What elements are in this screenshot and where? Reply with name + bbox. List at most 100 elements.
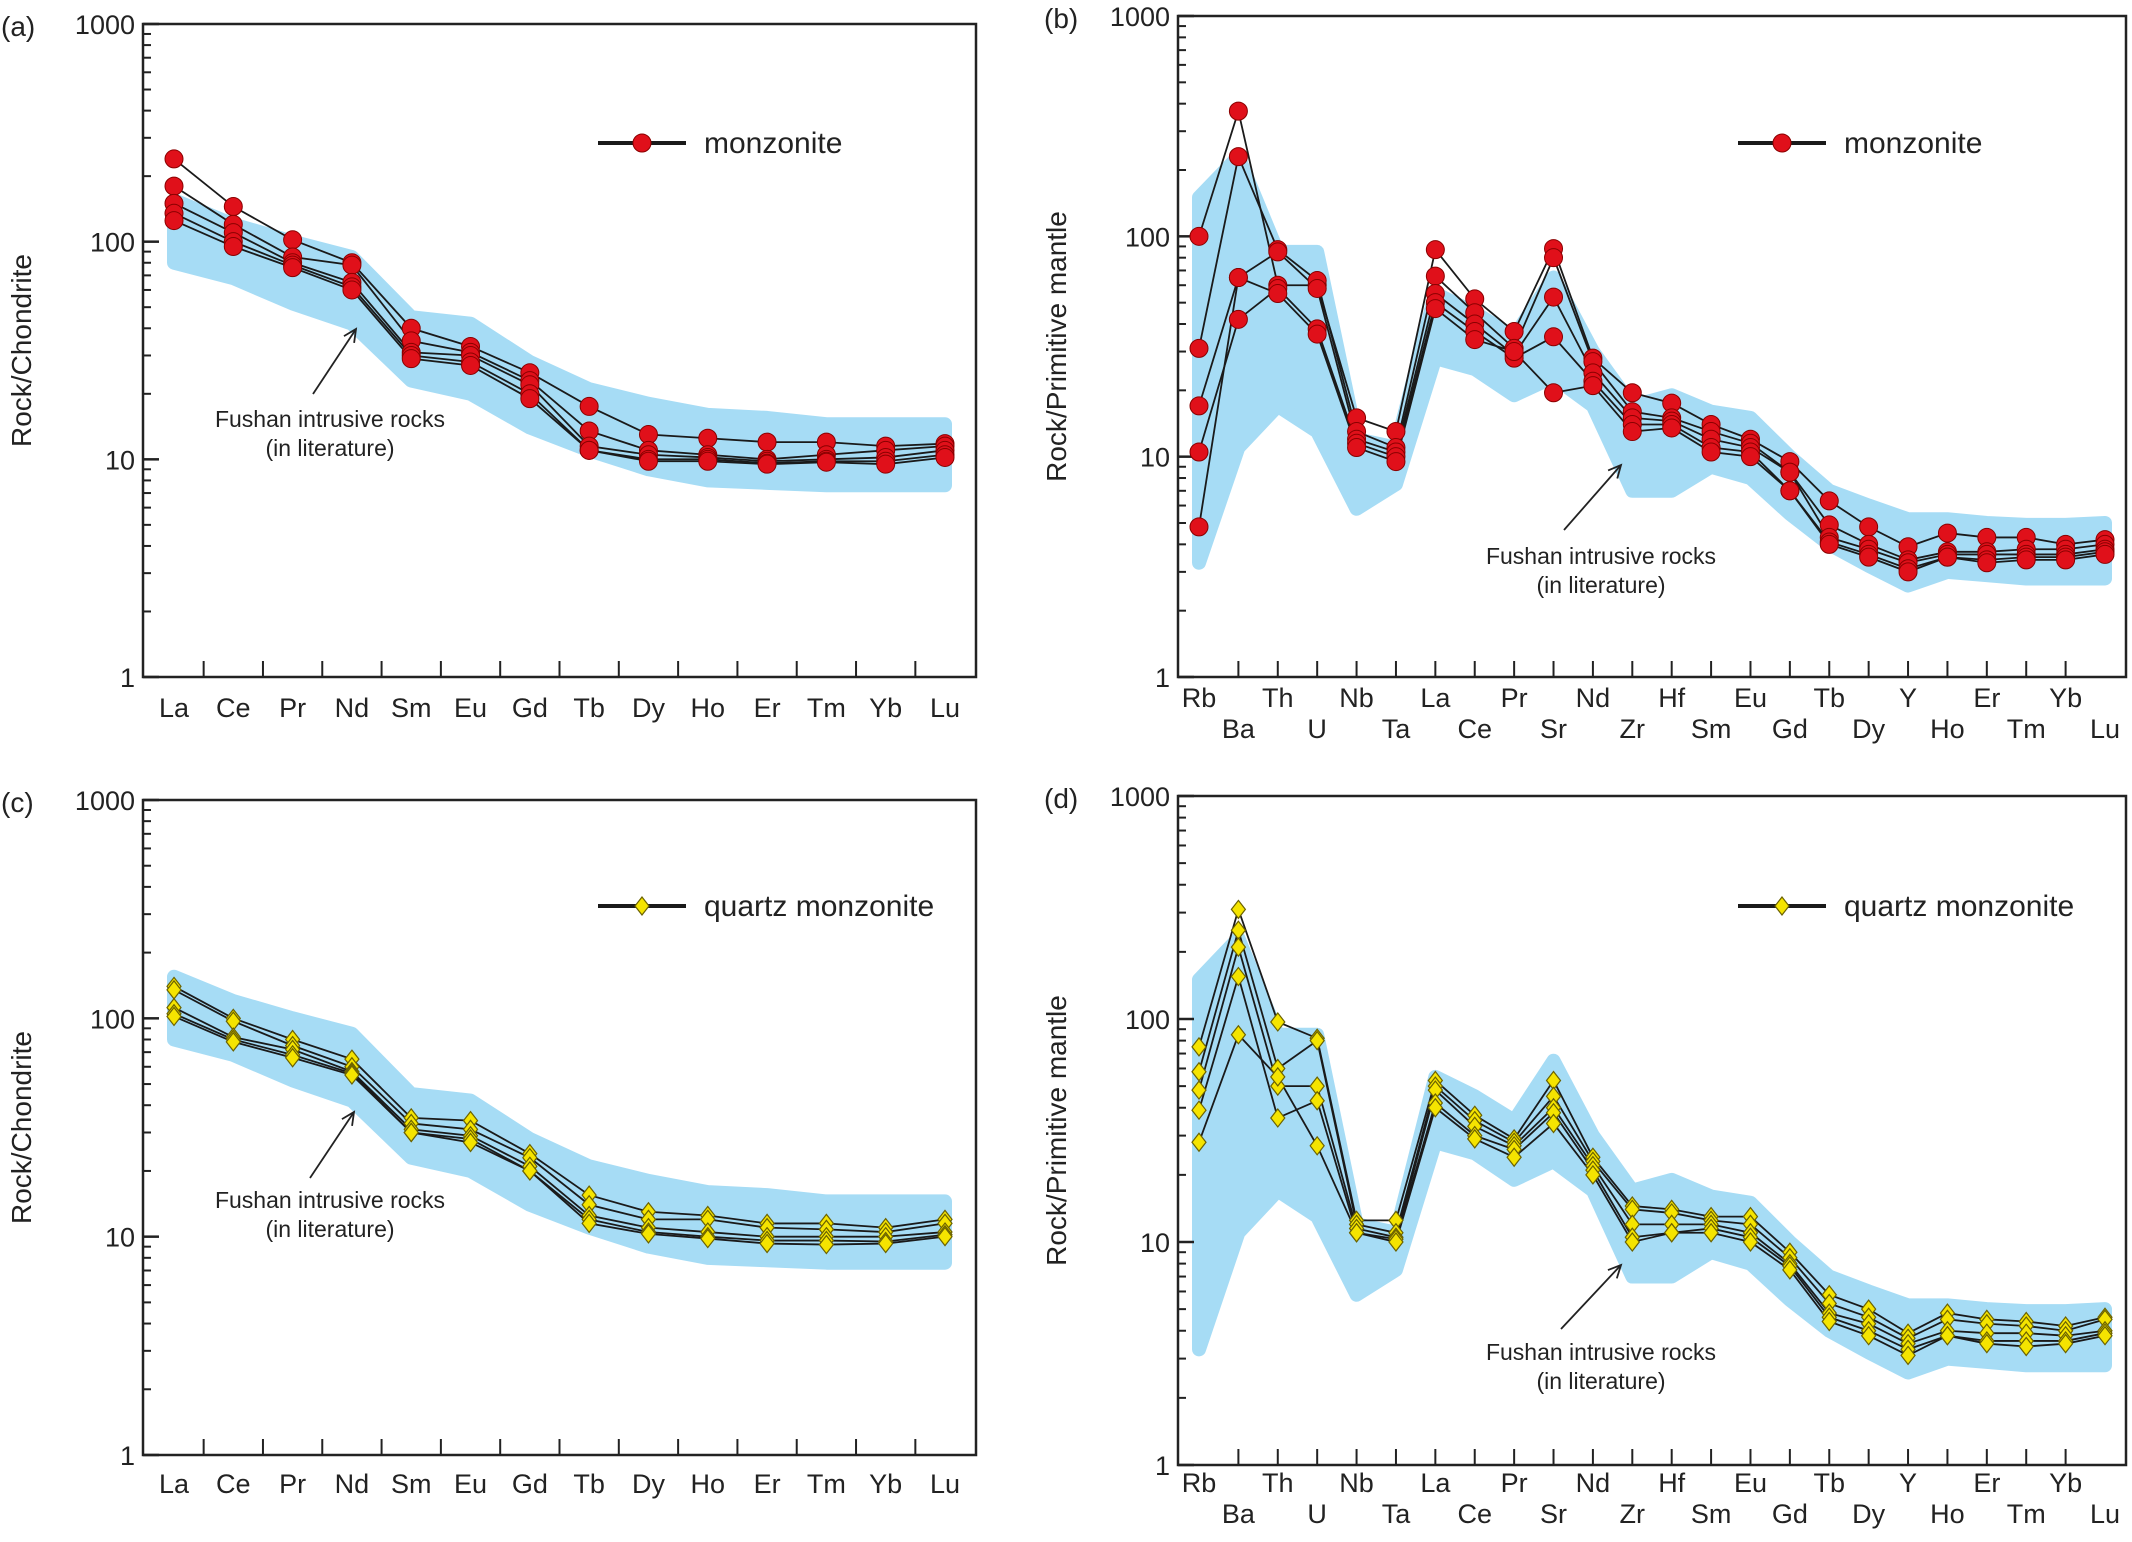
x-tick-label: Lu: [930, 693, 960, 723]
data-point-s5-Yb: [2056, 550, 2076, 570]
data-point-s5-Gd: [522, 1160, 538, 1181]
y-tick-label: 10: [1140, 1228, 1170, 1258]
y-tick-label: 10: [105, 1223, 135, 1253]
data-point-s3-Gd: [1780, 462, 1800, 482]
plot-frame: [1176, 14, 2128, 679]
y-tick-label: 1: [1155, 663, 1170, 693]
legend-label: quartz monzonite: [1844, 890, 2074, 923]
data-point-s5-Dy: [640, 1223, 657, 1244]
data-point-s5-Ho: [698, 451, 718, 471]
data-point-s2-Sr: [1544, 248, 1564, 268]
x-tick-label: Er: [1973, 1468, 2000, 1498]
data-point-s5-Yb: [2057, 1333, 2074, 1354]
data-point-s1-Dy: [1859, 517, 1879, 537]
data-point-s4-Ba: [1230, 966, 1247, 987]
data-point-s4-Rb: [1191, 1100, 1207, 1121]
data-point-s1-Ho: [1937, 523, 1957, 543]
x-tick-label: Pr: [1501, 683, 1528, 713]
y-tick-label: 10: [105, 445, 135, 475]
annotation-arrow: [312, 328, 357, 395]
data-point-s4-Ba: [1228, 309, 1248, 329]
x-tick-label: La: [159, 1469, 190, 1499]
y-tick-label: 1: [120, 1441, 135, 1471]
x-tick-label: Pr: [1501, 1468, 1528, 1498]
data-point-s5-Eu: [461, 355, 481, 375]
data-point-s5-Sm: [1701, 442, 1721, 462]
y-tick-label: 1000: [1110, 782, 1170, 812]
data-point-s1-Ba: [1230, 899, 1247, 920]
annotation-arrow: [309, 1111, 355, 1179]
x-tick-label: Dy: [632, 1469, 665, 1499]
x-tick-label: Pr: [279, 693, 306, 723]
literature-band: [167, 969, 952, 1270]
data-point-s5-Ta: [1386, 452, 1406, 472]
data-point-s5-Ba: [1228, 268, 1248, 288]
legend-marker: [1774, 896, 1790, 916]
x-tick-label: Rb: [1182, 1468, 1217, 1498]
data-point-s2-Nd: [342, 255, 362, 275]
x-tick-label: Er: [1973, 683, 2000, 713]
x-tick-label: Eu: [454, 693, 487, 723]
y-axis-label: Rock/Primitive mantle: [1041, 211, 1072, 482]
data-point-s5-U: [1309, 1135, 1325, 1156]
series-line-1: [173, 158, 946, 448]
data-point-s3-Rb: [1189, 396, 1209, 416]
x-tick-label: Yb: [2049, 683, 2082, 713]
x-tick-label: Sr: [1540, 1499, 1567, 1529]
data-point-s5-Tm: [2018, 1336, 2034, 1357]
series-line-5: [173, 1015, 946, 1246]
x-tick-label: Yb: [869, 1469, 902, 1499]
x-tick-label: Sm: [1691, 714, 1732, 744]
legend-marker: [632, 133, 652, 153]
data-point-s5-Eu: [462, 1132, 479, 1153]
series-line-5: [173, 219, 946, 466]
data-point-s5-Dy: [1859, 547, 1879, 567]
data-point-s3-Ba: [1230, 937, 1247, 958]
y-tick-label: 10: [1140, 443, 1170, 473]
data-point-s4-Th: [1270, 1107, 1286, 1128]
data-point-s3-Sr: [1544, 287, 1564, 307]
literature-band: [167, 193, 952, 493]
x-tick-label: Ba: [1222, 1499, 1256, 1529]
y-tick-label: 1: [1155, 1451, 1170, 1481]
x-tick-label: Sm: [1691, 1499, 1732, 1529]
x-tick-label: Dy: [1852, 1499, 1885, 1529]
data-point-s5-Gd: [520, 389, 540, 409]
data-point-s5-Zr: [1624, 1232, 1641, 1252]
data-point-s1-Th: [1270, 1011, 1286, 1032]
x-tick-label: Tb: [1814, 683, 1846, 713]
chart-panel-a: 1 10 100 1000 La Ce Pr Nd Sm Eu Gd Tb Dy Ho Er Tm Yb Lu Ro…: [1, 10, 978, 723]
x-tick-label: Dy: [1852, 714, 1885, 744]
data-point-s5-Sm: [403, 1122, 419, 1143]
plot-frame: [141, 22, 978, 679]
x-tick-label: Tb: [573, 1469, 605, 1499]
y-tick-label: 1000: [1110, 2, 1170, 32]
data-point-s1-La: [164, 149, 184, 169]
data-point-s5-Yb: [877, 1233, 894, 1254]
data-point-s5-Ce: [225, 1031, 242, 1052]
data-point-s5-Y: [1900, 1345, 1916, 1366]
data-point-s4-Rb: [1189, 442, 1209, 462]
data-point-s5-Th: [1268, 284, 1288, 304]
panel-label: (a): [1, 11, 35, 42]
data-point-s5-Tm: [2016, 550, 2036, 570]
literature-band: [1192, 931, 2112, 1380]
x-tick-label: Lu: [2090, 714, 2120, 744]
data-point-s5-Zr: [1622, 422, 1642, 442]
data-point-s5-Eu: [1742, 1232, 1759, 1252]
data-point-s5-Ho: [1937, 547, 1957, 567]
x-tick-label: Zr: [1620, 1499, 1645, 1529]
data-point-s5-La: [164, 211, 184, 231]
y-tick-label: 1000: [75, 10, 135, 40]
y-axis-label: Rock/Primitive mantle: [1041, 995, 1072, 1266]
plot-frame: [1176, 794, 2128, 1467]
data-point-s4-Sr: [1544, 327, 1564, 347]
x-tick-label: Gd: [512, 693, 548, 723]
x-tick-label: Ce: [1457, 1499, 1492, 1529]
x-tick-label: Pr: [279, 1469, 306, 1499]
x-tick-label: Ba: [1222, 714, 1256, 744]
annotation-arrow: [1563, 464, 1622, 531]
annotation-arrow: [1560, 1264, 1622, 1330]
